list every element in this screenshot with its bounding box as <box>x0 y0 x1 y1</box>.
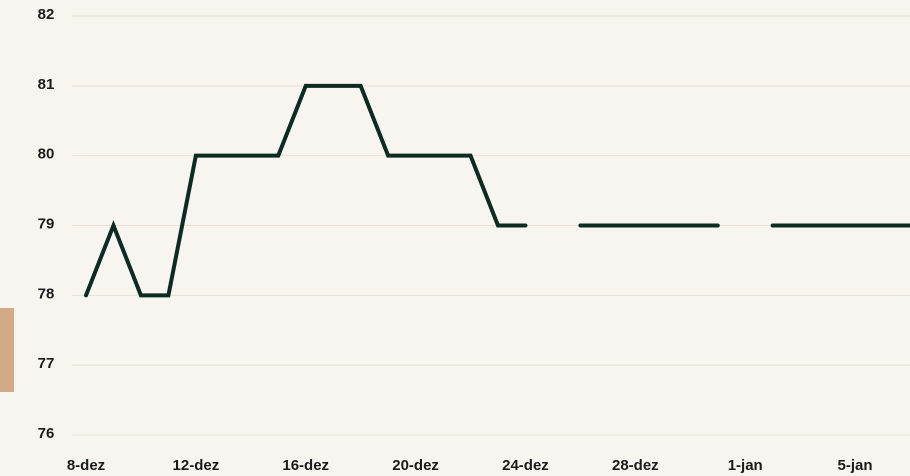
y-tick-label: 82 <box>38 6 55 23</box>
x-tick-label: 1-jan <box>728 457 763 474</box>
y-tick-label: 78 <box>38 285 55 302</box>
y-tick-label: 77 <box>38 355 55 372</box>
x-tick-label: 28-dez <box>612 457 659 474</box>
x-tick-label: 16-dez <box>282 457 329 474</box>
x-tick-label: 12-dez <box>173 457 220 474</box>
x-tick-label: 8-dez <box>67 457 105 474</box>
y-tick-label: 79 <box>38 215 55 232</box>
line <box>84 83 910 298</box>
y-tick-label: 81 <box>38 76 55 93</box>
decoration <box>0 308 14 392</box>
x-tick-label: 20-dez <box>392 457 439 474</box>
y-tick-label: 80 <box>38 146 55 163</box>
x-tick-label: 24-dez <box>502 457 549 474</box>
x-tick-label: 5-jan <box>838 457 873 474</box>
y-tick-label: 76 <box>38 425 55 442</box>
